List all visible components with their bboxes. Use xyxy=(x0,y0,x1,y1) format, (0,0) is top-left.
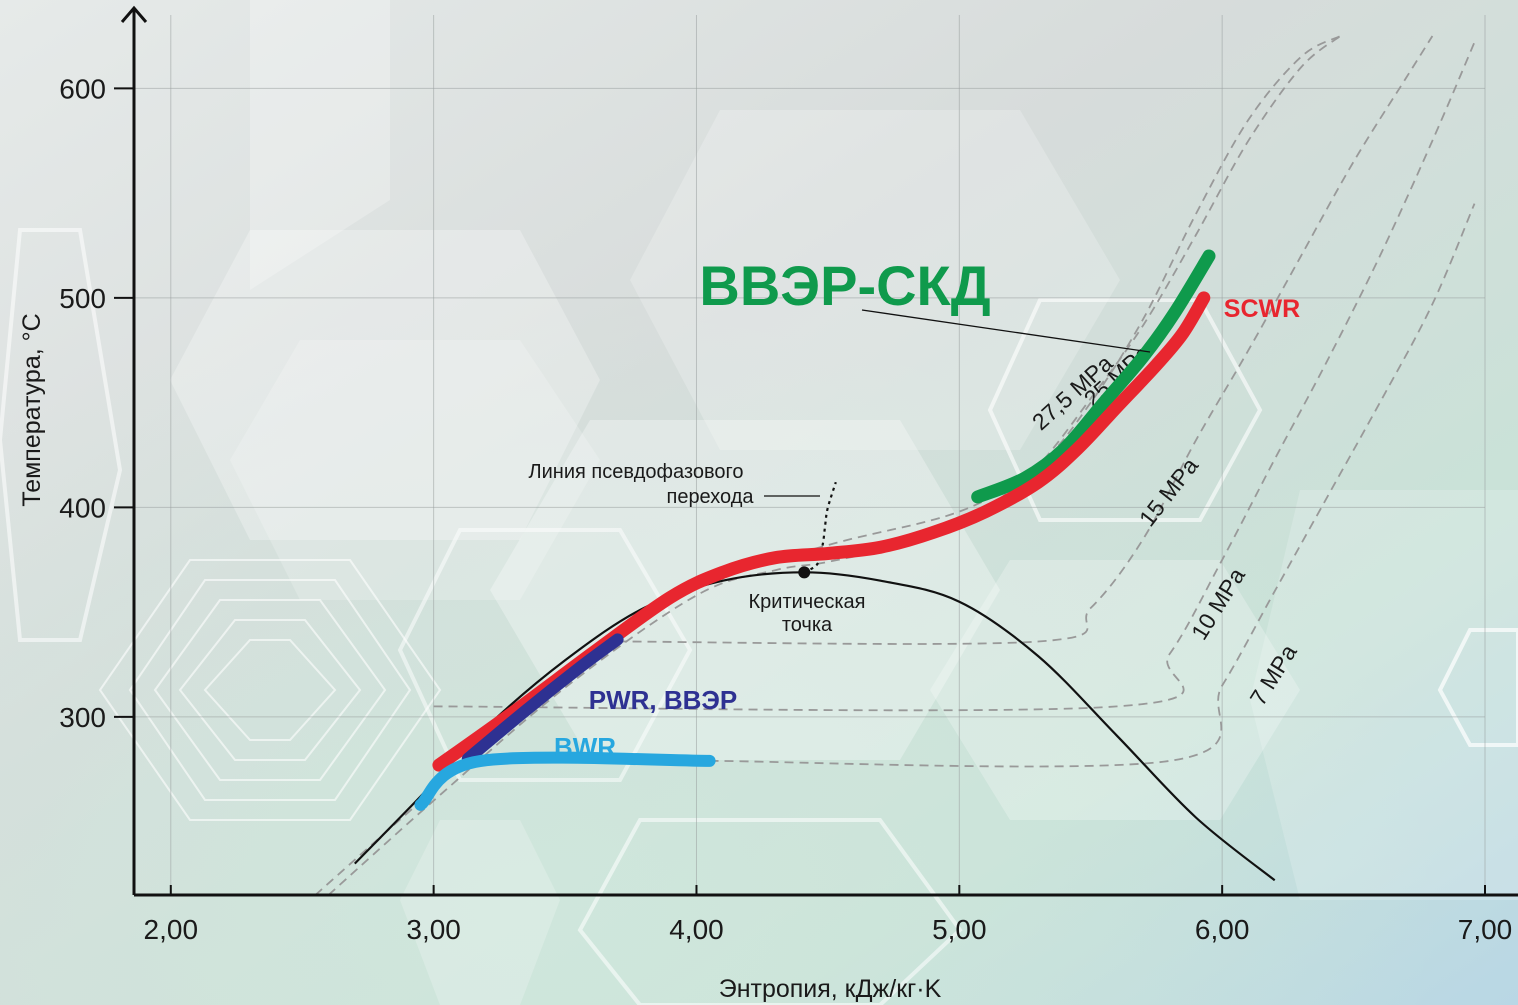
x-axis-title: Энтропия, кДж/кг·K xyxy=(719,975,942,1003)
y-tick-label: 500 xyxy=(59,283,106,314)
series-line xyxy=(414,751,716,811)
grid xyxy=(134,15,1486,895)
series-label: BWR xyxy=(554,732,616,762)
x-tick-label: 2,00 xyxy=(144,914,199,945)
x-tick-label: 3,00 xyxy=(406,914,461,945)
y-tick-label: 300 xyxy=(59,702,106,733)
series-leader-line xyxy=(861,309,1151,353)
critical-point-label-line-1: Критическая xyxy=(749,591,866,613)
x-tick-label: 7,00 xyxy=(1458,914,1513,945)
series-line xyxy=(461,633,624,765)
annotations: ВВЭР-СКД SCWR PWR, ВВЭР BWR Линия псевдофазо… xyxy=(529,254,1301,762)
pseudophase-label-line-2: перехода xyxy=(666,486,754,508)
pseudophase-label-line-1: Линия псевдофазового xyxy=(529,461,744,483)
critical-point-label-line-2: точка xyxy=(782,614,833,636)
series-label: SCWR xyxy=(1224,295,1300,323)
y-tick-label: 400 xyxy=(59,492,106,523)
series-label: ВВЭР-СКД xyxy=(699,254,990,317)
x-tick-label: 4,00 xyxy=(669,914,724,945)
series-lines xyxy=(414,249,1216,811)
x-tick-label: 5,00 xyxy=(932,914,987,945)
y-tick-label: 600 xyxy=(59,73,106,104)
axes: 2,00 3,00 4,00 5,00 6,00 7,00 300 400 500 600 Энтр… xyxy=(18,5,1518,1003)
critical-point-marker xyxy=(798,566,811,579)
y-axis-arrow xyxy=(120,5,148,23)
series-line xyxy=(971,249,1216,504)
y-axis-title: Температура, °C xyxy=(18,313,46,506)
isobar-line xyxy=(617,35,1434,645)
series-label: PWR, ВВЭР xyxy=(589,685,738,715)
pseudophase-line xyxy=(803,481,837,574)
x-tick-label: 6,00 xyxy=(1195,914,1250,945)
isobar-line xyxy=(709,203,1476,768)
